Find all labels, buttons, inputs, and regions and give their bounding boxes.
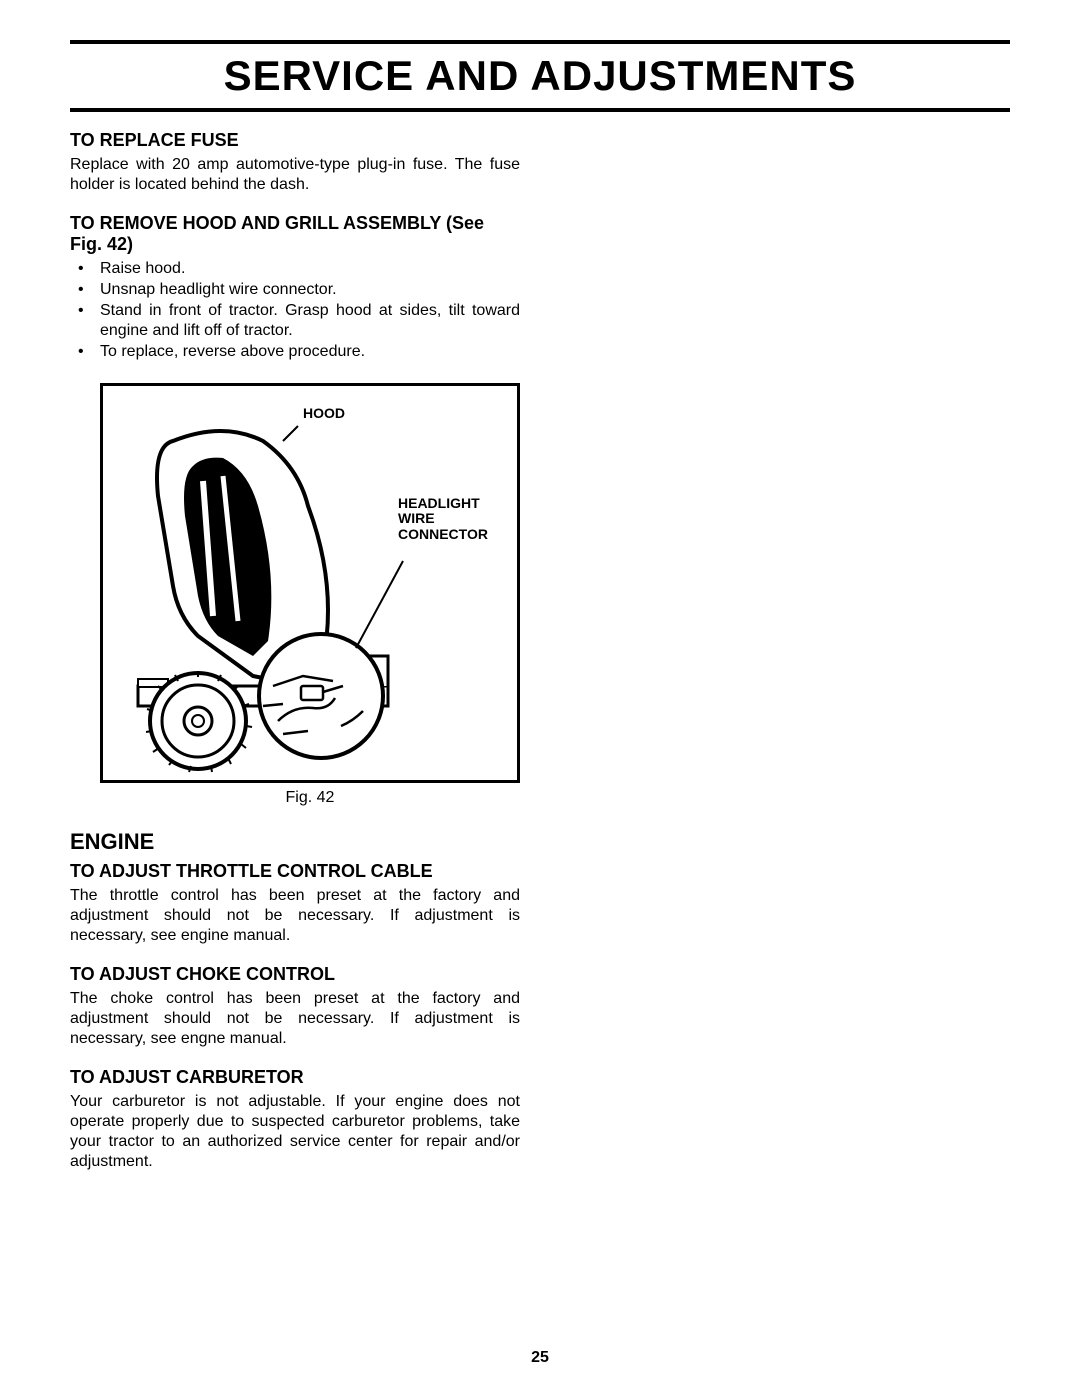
engine-heading: ENGINE [70, 829, 520, 855]
title-block: SERVICE AND ADJUSTMENTS [70, 40, 1010, 112]
carburetor-body: Your carburetor is not adjustable. If yo… [70, 1092, 520, 1172]
choke-body: The choke control has been preset at the… [70, 989, 520, 1049]
page-number: 25 [0, 1349, 1080, 1367]
carburetor-heading: TO ADJUST CARBURETOR [70, 1067, 520, 1088]
remove-hood-bullets: Raise hood. Unsnap headlight wire connec… [70, 259, 520, 363]
figure-caption: Fig. 42 [100, 789, 520, 807]
hood-label: HOOD [303, 406, 345, 421]
list-item: Raise hood. [70, 259, 520, 280]
connector-label: HEADLIGHT WIRE CONNECTOR [398, 496, 513, 542]
remove-hood-heading: TO REMOVE HOOD AND GRILL ASSEMBLY (See F… [70, 213, 520, 255]
list-item: To replace, reverse above procedure. [70, 342, 520, 363]
choke-heading: TO ADJUST CHOKE CONTROL [70, 964, 520, 985]
figure-42: HOOD HEADLIGHT WIRE CONNECTOR [100, 383, 520, 783]
throttle-body: The throttle control has been preset at … [70, 886, 520, 946]
replace-fuse-body: Replace with 20 amp automotive-type plug… [70, 155, 520, 195]
right-column [560, 130, 1010, 1172]
content-area: TO REPLACE FUSE Replace with 20 amp auto… [70, 130, 1010, 1172]
list-item: Stand in front of tractor. Grasp hood at… [70, 301, 520, 343]
replace-fuse-heading: TO REPLACE FUSE [70, 130, 520, 151]
figure-wrapper: HOOD HEADLIGHT WIRE CONNECTOR Fig. 42 [70, 383, 520, 807]
tractor-hood-diagram [103, 386, 523, 786]
page-title: SERVICE AND ADJUSTMENTS [70, 52, 1010, 100]
list-item: Unsnap headlight wire connector. [70, 280, 520, 301]
left-column: TO REPLACE FUSE Replace with 20 amp auto… [70, 130, 520, 1172]
throttle-heading: TO ADJUST THROTTLE CONTROL CABLE [70, 861, 520, 882]
